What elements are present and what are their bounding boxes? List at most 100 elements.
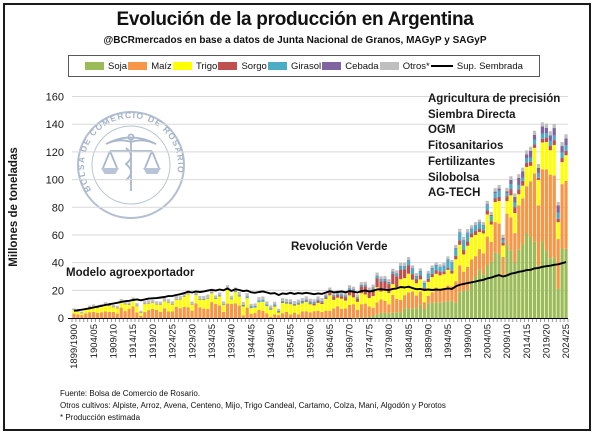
bar-segment (367, 291, 371, 299)
bar-segment (88, 307, 92, 308)
bar-segment (481, 233, 485, 254)
bar-segment (493, 188, 497, 192)
bar-segment (76, 311, 80, 315)
legend-swatch-maiz (128, 62, 148, 70)
bar-segment (414, 308, 419, 318)
bar-segment (450, 262, 454, 263)
bar-segment (497, 188, 501, 191)
bar-segment (387, 293, 391, 305)
bar-segment (316, 302, 320, 311)
bar-segment (155, 304, 159, 310)
bar-segment (206, 298, 210, 309)
bar-segment (99, 306, 104, 313)
bar-segment (202, 299, 206, 300)
bar-segment (536, 172, 541, 178)
bar-segment (418, 291, 422, 305)
bar-segment (521, 180, 525, 186)
bar-segment (88, 307, 92, 313)
bar-segment (410, 265, 415, 269)
bar-segment (245, 296, 249, 297)
bar-segment (253, 307, 257, 314)
y-tick-label: 40 (52, 258, 64, 270)
bar-segment (218, 305, 222, 318)
bar-segment (139, 312, 143, 316)
x-tick-label: 1934/35 (207, 324, 218, 358)
bar-segment (532, 241, 537, 318)
bar-segment (403, 308, 407, 318)
bar-segment (513, 196, 517, 203)
bar-segment (127, 304, 131, 305)
bar-segment (450, 270, 454, 274)
bar-segment (131, 297, 135, 300)
bar-segment (80, 315, 84, 318)
bar-segment (493, 198, 497, 202)
bar-segment (399, 266, 403, 270)
bar-segment (473, 234, 478, 257)
bar-segment (265, 301, 269, 305)
bar-segment (284, 303, 289, 312)
bar-segment (477, 219, 482, 223)
bar-segment (221, 304, 226, 312)
bar-segment (477, 269, 482, 318)
bar-segment (517, 194, 521, 206)
bar-segment (143, 303, 147, 313)
bar-segment (391, 273, 395, 285)
bar-segment (517, 189, 521, 195)
bar-segment (84, 309, 88, 314)
bar-segment (304, 300, 308, 302)
bar-segment (363, 284, 367, 287)
bar-segment (332, 299, 336, 309)
bar-segment (379, 312, 383, 318)
bar-segment (454, 302, 458, 318)
bar-segment (446, 269, 450, 286)
bar-segment (501, 239, 505, 243)
bar-segment (521, 167, 525, 172)
bar-segment (469, 237, 474, 260)
bar-segment (332, 296, 336, 300)
bar-segment (379, 299, 383, 313)
bar-segment (493, 193, 497, 199)
bar-segment (296, 302, 300, 304)
bar-segment (233, 291, 237, 293)
bar-segment (300, 311, 304, 318)
bar-segment (221, 304, 226, 305)
bar-segment (513, 262, 517, 318)
bar-segment (469, 228, 474, 229)
bar-segment (406, 260, 411, 261)
bar-segment (497, 190, 501, 198)
bar-segment (210, 289, 214, 293)
bar-segment (139, 310, 143, 313)
bar-segment (304, 301, 308, 312)
bar-segment (564, 180, 568, 249)
bar-segment (257, 302, 261, 310)
bar-segment (355, 297, 360, 298)
bar-segment (355, 298, 360, 302)
bar-segment (403, 262, 407, 266)
bar-segment (284, 298, 289, 302)
bar-segment (458, 228, 462, 233)
bar-segment (198, 307, 202, 318)
bar-segment (371, 316, 375, 318)
footnotes: Fuente: Bolsa de Comercio de Rosario. Ot… (60, 388, 446, 425)
bar-segment (363, 281, 367, 285)
bar-segment (269, 309, 273, 317)
bar-segment (426, 303, 430, 318)
bar-segment (320, 301, 324, 303)
bar-segment (351, 289, 356, 290)
bar-segment (170, 301, 174, 305)
bar-segment (355, 301, 360, 310)
bar-segment (552, 257, 556, 318)
bar-segment (383, 312, 387, 318)
bar-segment (343, 300, 348, 309)
bar-segment (454, 244, 458, 248)
bar-segment (166, 302, 171, 303)
bar-segment (249, 303, 253, 307)
bar-segment (469, 280, 474, 318)
bar-segment (422, 280, 426, 283)
bar-segment (336, 306, 340, 318)
bar-segment (564, 248, 568, 318)
bar-segment (505, 187, 509, 192)
bar-segment (351, 297, 356, 305)
bar-segment (359, 285, 363, 286)
bar-segment (103, 302, 108, 305)
